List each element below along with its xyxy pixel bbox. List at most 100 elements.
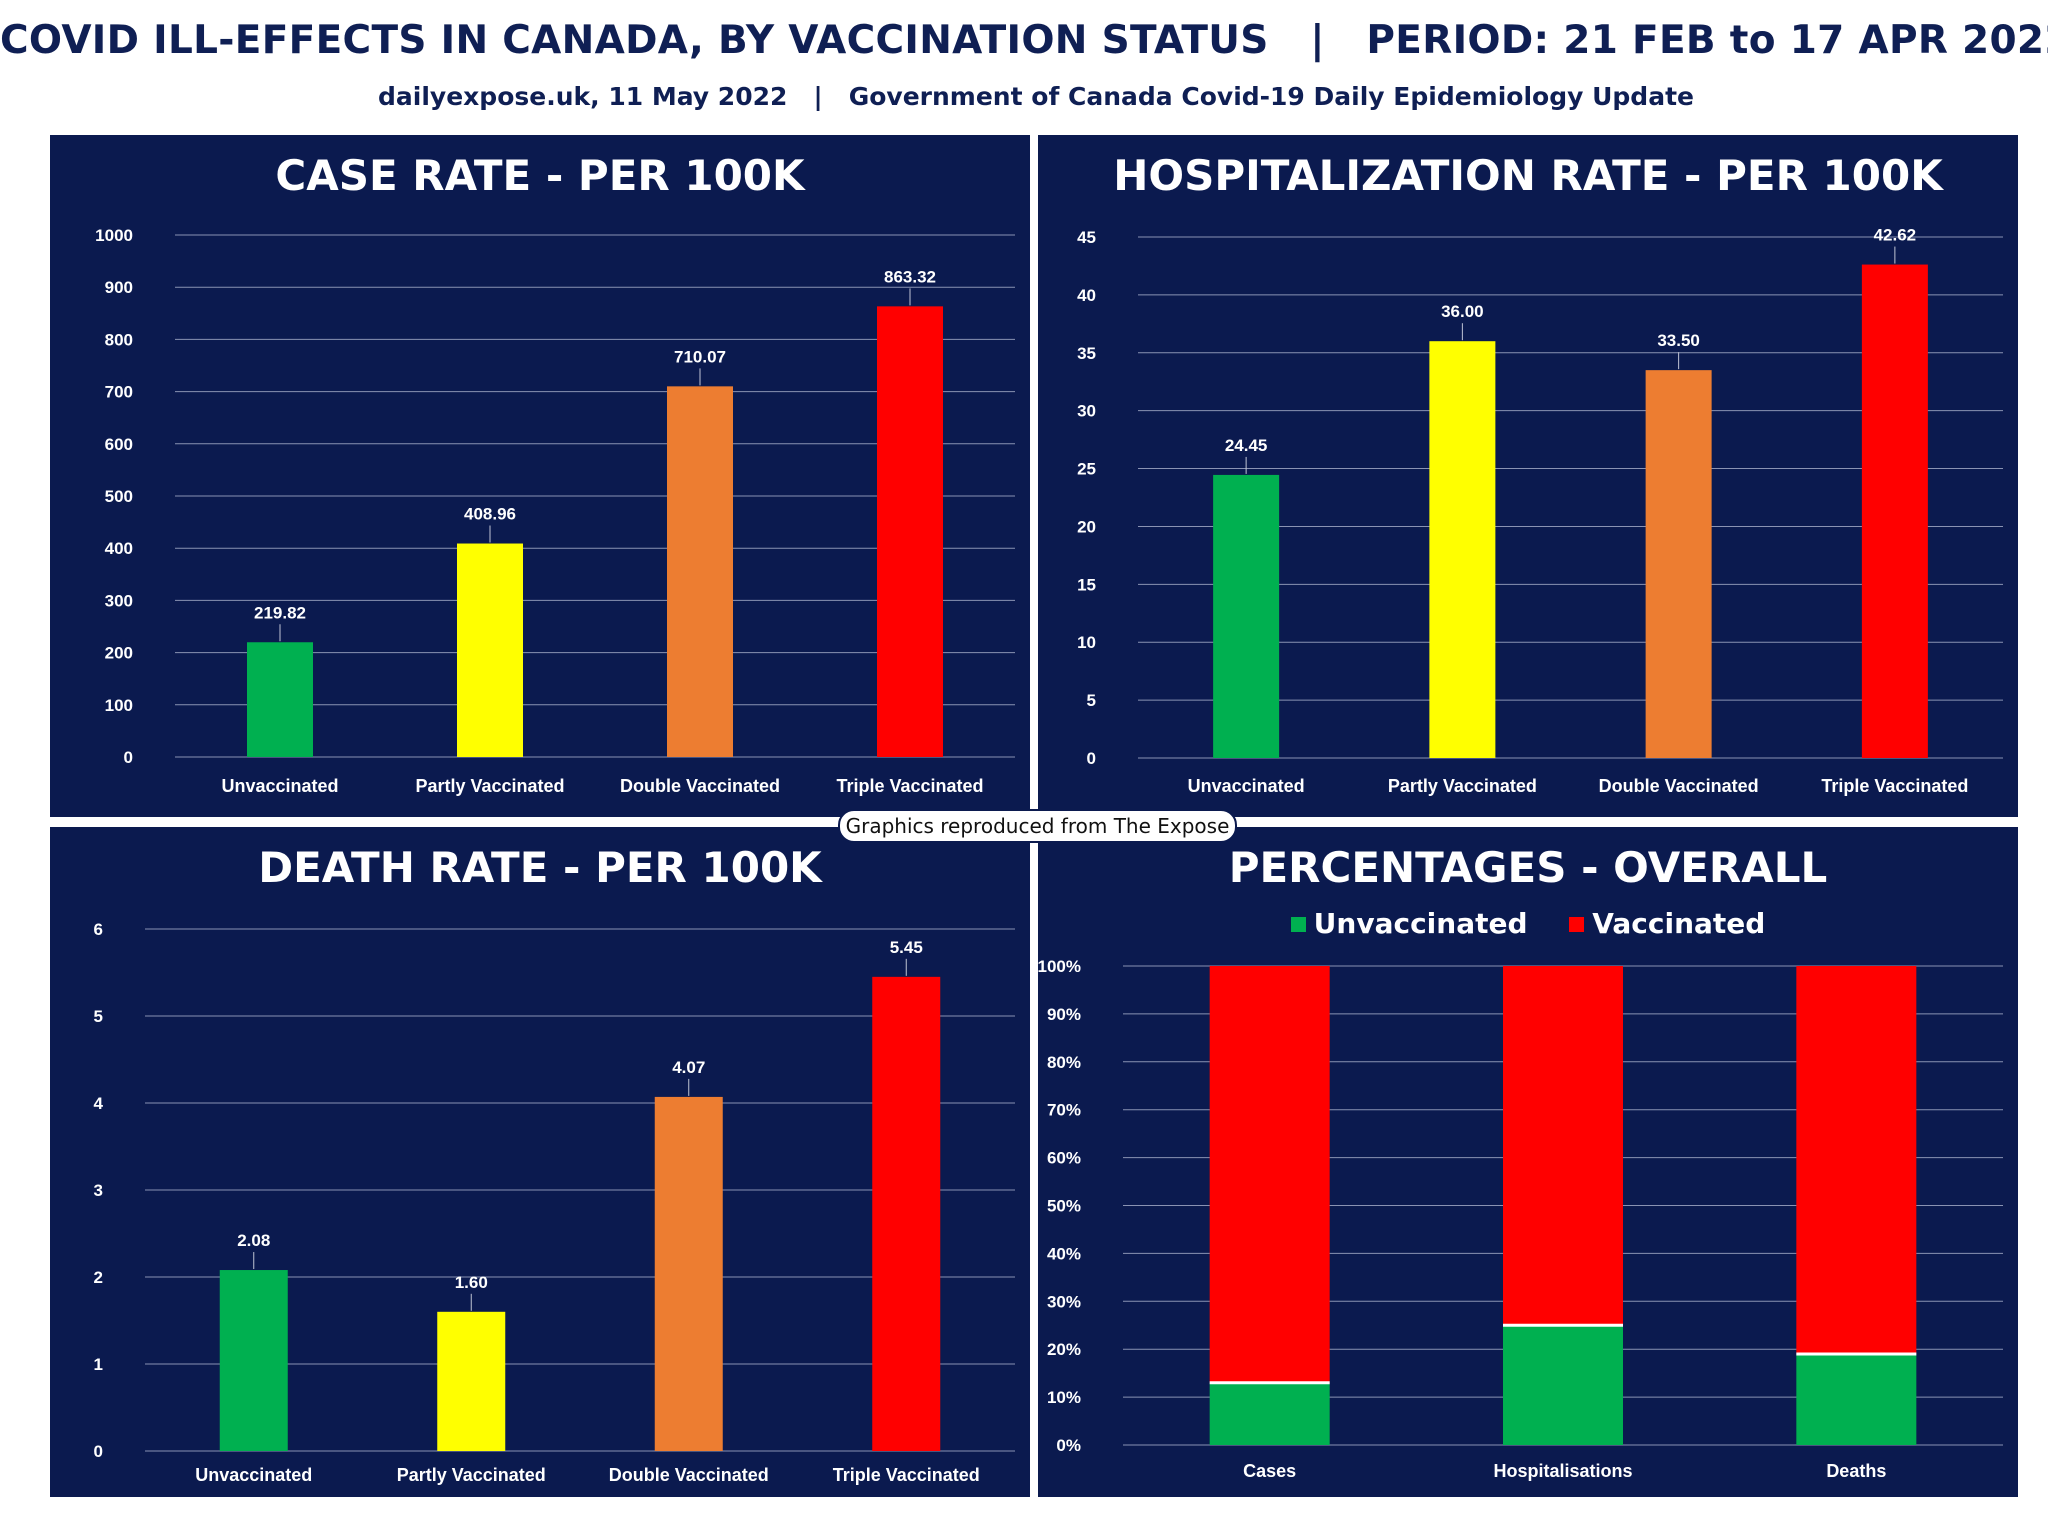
y-tick-label: 15 xyxy=(1077,575,1096,594)
hospitalization-rate-chart: HOSPITALIZATION RATE - PER 100K 0 5 10 15 20 2… xyxy=(1038,135,2018,817)
y-tick-label: 80% xyxy=(1047,1053,1081,1072)
legend-swatch-vaccinated xyxy=(1569,917,1585,932)
y-tick-label: 700 xyxy=(105,383,133,402)
y-tick-label: 0% xyxy=(1056,1436,1081,1455)
x-tick-label: Unvaccinated xyxy=(1188,776,1305,796)
data-label: 863.32 xyxy=(884,267,936,286)
y-tick-label: 50% xyxy=(1047,1197,1081,1216)
bar-triple-vaccinated xyxy=(1861,264,1928,758)
x-tick-label: Triple Vaccinated xyxy=(1821,776,1968,796)
y-tick-label: 0 xyxy=(94,1442,103,1461)
legend-item-unvaccinated: Unvaccinated xyxy=(1290,907,1528,940)
bar-unvaccinated-deaths xyxy=(1796,1353,1917,1445)
y-tick-label: 1 xyxy=(94,1355,103,1374)
y-tick-label: 200 xyxy=(105,644,133,663)
x-tick-label: Deaths xyxy=(1826,1461,1886,1481)
page-title: COVID ILL-EFFECTS IN CANADA, BY VACCINAT… xyxy=(0,18,2048,63)
y-tick-label: 400 xyxy=(105,539,133,558)
y-tick-label: 5 xyxy=(1087,691,1096,710)
data-label: 2.08 xyxy=(237,1231,270,1250)
x-tick-label: Unvaccinated xyxy=(195,1465,312,1485)
y-tick-label: 100% xyxy=(1038,957,1081,976)
y-tick-label: 900 xyxy=(105,278,133,297)
bar-unvaccinated xyxy=(1213,474,1280,758)
bar-unvaccinated-cases xyxy=(1209,1382,1330,1445)
bar-unvaccinated xyxy=(247,642,313,757)
y-tick-label: 500 xyxy=(105,487,133,506)
y-tick-label: 800 xyxy=(105,330,133,349)
x-tick-label: Partly Vaccinated xyxy=(415,776,564,796)
bar-double-vaccinated xyxy=(1645,370,1712,758)
y-tick-label: 2 xyxy=(94,1268,103,1287)
x-tick-label: Hospitalisations xyxy=(1493,1461,1632,1481)
percentages-chart-svg: PERCENTAGES - OVERALL 0% 10% 20% 30% 40% 50% 60… xyxy=(1038,843,2003,1481)
case-rate-chart-svg: CASE RATE - PER 100K 0 100 200 300 400 500 600 7… xyxy=(95,151,1015,796)
x-tick-label: Triple Vaccinated xyxy=(833,1465,980,1485)
y-tick-label: 30 xyxy=(1077,402,1096,421)
legend-swatch-unvaccinated xyxy=(1290,917,1306,932)
y-tick-label: 10% xyxy=(1047,1388,1081,1407)
y-tick-label: 10 xyxy=(1077,633,1096,652)
death-rate-chart-svg: DEATH RATE - PER 100K 0 1 2 3 4 5 6 2.08 Unvaccin… xyxy=(94,843,1015,1485)
bar-partly-vaccinated xyxy=(1429,341,1496,758)
data-label: 5.45 xyxy=(890,938,923,957)
chart-title: CASE RATE - PER 100K xyxy=(275,151,806,200)
y-tick-label: 300 xyxy=(105,591,133,610)
chart-title: DEATH RATE - PER 100K xyxy=(258,843,823,892)
bar-unvaccinated-hospitalisations xyxy=(1503,1325,1623,1445)
bar-vaccinated-deaths xyxy=(1796,966,1917,1354)
y-tick-label: 25 xyxy=(1077,460,1096,479)
data-label: 24.45 xyxy=(1225,436,1268,455)
y-tick-label: 100 xyxy=(105,696,133,715)
death-rate-chart: DEATH RATE - PER 100K 0 1 2 3 4 5 6 2.08 Unvaccin… xyxy=(50,827,1030,1497)
data-label: 219.82 xyxy=(254,603,306,622)
y-tick-label: 20 xyxy=(1077,517,1096,536)
legend-label-unvaccinated: Unvaccinated xyxy=(1313,907,1528,940)
bar-unvaccinated xyxy=(219,1270,288,1451)
x-tick-label: Double Vaccinated xyxy=(1599,776,1759,796)
y-tick-label: 20% xyxy=(1047,1340,1081,1359)
x-tick-label: Partly Vaccinated xyxy=(1388,776,1537,796)
bar-partly-vaccinated xyxy=(437,1311,506,1451)
bar-vaccinated-hospitalisations xyxy=(1503,966,1623,1326)
x-tick-label: Unvaccinated xyxy=(221,776,338,796)
source-note: Graphics reproduced from The Expose xyxy=(838,809,1237,843)
percentages-chart: PERCENTAGES - OVERALL 0% 10% 20% 30% 40% 50% 60… xyxy=(1038,827,2018,1497)
bar-double-vaccinated xyxy=(654,1096,723,1451)
y-tick-label: 40% xyxy=(1047,1244,1081,1263)
y-tick-label: 1000 xyxy=(95,226,133,245)
data-label: 4.07 xyxy=(672,1058,705,1077)
x-tick-label: Partly Vaccinated xyxy=(397,1465,546,1485)
y-tick-label: 5 xyxy=(94,1007,103,1026)
legend-label-vaccinated: Vaccinated xyxy=(1592,907,1766,940)
x-tick-label: Double Vaccinated xyxy=(620,776,780,796)
y-tick-label: 35 xyxy=(1077,344,1096,363)
legend-item-vaccinated: Vaccinated xyxy=(1569,907,1765,940)
bar-double-vaccinated xyxy=(667,386,733,757)
y-tick-label: 3 xyxy=(94,1181,103,1200)
bar-triple-vaccinated xyxy=(877,306,943,757)
x-tick-label: Double Vaccinated xyxy=(609,1465,769,1485)
y-tick-label: 6 xyxy=(94,920,103,939)
y-tick-label: 60% xyxy=(1047,1149,1081,1168)
data-label: 408.96 xyxy=(464,505,516,524)
hospitalization-rate-chart-svg: HOSPITALIZATION RATE - PER 100K 0 5 10 15 20 2… xyxy=(1077,151,2003,796)
y-tick-label: 70% xyxy=(1047,1101,1081,1120)
chart-title: PERCENTAGES - OVERALL xyxy=(1229,843,1828,892)
y-tick-label: 90% xyxy=(1047,1005,1081,1024)
y-tick-label: 45 xyxy=(1077,228,1096,247)
bar-triple-vaccinated xyxy=(872,976,941,1451)
y-tick-label: 600 xyxy=(105,435,133,454)
y-tick-label: 40 xyxy=(1077,286,1096,305)
x-tick-label: Triple Vaccinated xyxy=(836,776,983,796)
chart-title: HOSPITALIZATION RATE - PER 100K xyxy=(1113,151,1944,200)
bar-vaccinated-cases xyxy=(1209,966,1330,1383)
page-subtitle: dailyexpose.uk, 11 May 2022 | Government… xyxy=(378,82,1694,111)
data-label: 42.62 xyxy=(1874,226,1917,245)
y-tick-label: 0 xyxy=(1087,749,1096,768)
y-tick-label: 0 xyxy=(124,748,133,767)
data-label: 36.00 xyxy=(1441,302,1484,321)
x-tick-label: Cases xyxy=(1243,1461,1296,1481)
data-label: 1.60 xyxy=(455,1273,488,1292)
chart-legend: Unvaccinated Vaccinated xyxy=(1038,907,2018,940)
